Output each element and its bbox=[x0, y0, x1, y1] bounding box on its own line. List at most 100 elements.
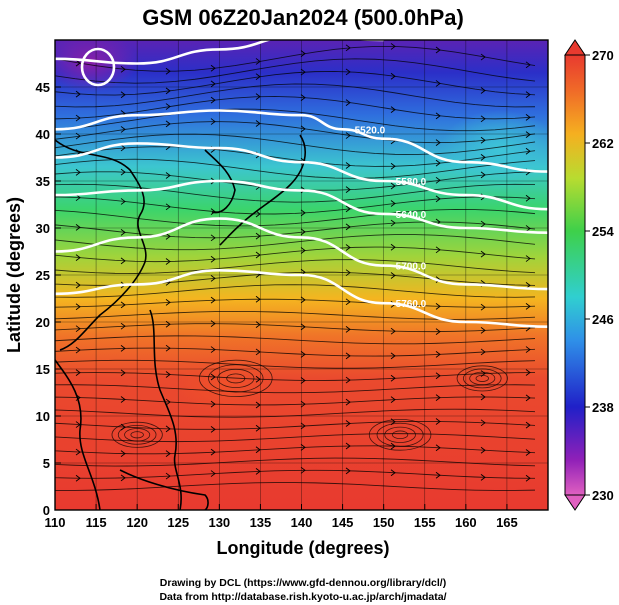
wind-arrow bbox=[210, 208, 216, 215]
wind-arrow bbox=[165, 172, 171, 179]
wind-arrow bbox=[390, 327, 396, 335]
wind-arrow bbox=[165, 425, 171, 433]
wind-arrow bbox=[210, 425, 216, 433]
y-tick-label-5: 5 bbox=[43, 456, 50, 471]
wind-arrow bbox=[75, 114, 81, 122]
wind-arrow bbox=[210, 470, 216, 477]
wind-arrow bbox=[210, 448, 216, 456]
coastline-indochina bbox=[55, 359, 101, 510]
contour-label-4: 5700.0 bbox=[396, 262, 427, 273]
wind-arrow bbox=[435, 80, 441, 87]
streamline bbox=[55, 121, 536, 144]
wind-arrow bbox=[345, 376, 351, 384]
wind-arrow bbox=[210, 234, 216, 242]
wind-arrow bbox=[345, 244, 351, 251]
wind-arrow bbox=[75, 346, 81, 354]
wind-arrow bbox=[210, 373, 216, 381]
wind-arrow bbox=[345, 68, 351, 76]
wind-arrow bbox=[210, 296, 216, 304]
wind-arrow bbox=[480, 393, 486, 401]
wind-arrow bbox=[345, 298, 351, 306]
wind-arrow bbox=[210, 255, 216, 263]
wind-arrow bbox=[165, 344, 171, 352]
wind-arrow bbox=[480, 87, 486, 94]
wind-arrow bbox=[480, 220, 486, 228]
wind-arrow bbox=[75, 168, 81, 176]
streamline bbox=[55, 396, 536, 406]
colorbar-bottom-arrow bbox=[564, 494, 586, 511]
wind-arrow bbox=[255, 321, 261, 329]
x-tick-label-165: 165 bbox=[496, 515, 518, 530]
chart-title: GSM 06Z20Jan2024 (500.0hPa) bbox=[142, 5, 464, 30]
streamline bbox=[55, 372, 536, 381]
wind-arrow bbox=[255, 348, 261, 356]
swirl-ring bbox=[469, 371, 496, 386]
wind-arrow bbox=[75, 90, 81, 98]
wind-arrow bbox=[480, 171, 486, 179]
credit-line-1: Drawing by DCL (https://www.gfd-dennou.o… bbox=[160, 577, 446, 589]
wind-arrow bbox=[300, 50, 306, 57]
wind-arrow bbox=[165, 258, 171, 265]
wind-arrow bbox=[210, 80, 216, 88]
contour-line-3 bbox=[55, 179, 548, 234]
wind-arrow bbox=[435, 471, 441, 479]
wind-arrow bbox=[345, 467, 351, 475]
wind-arrow bbox=[435, 46, 441, 54]
wind-arrow bbox=[300, 125, 306, 133]
warm-core-region bbox=[175, 355, 275, 415]
contour-label-2: 5580.0 bbox=[396, 177, 427, 188]
contour-line-1 bbox=[55, 109, 548, 173]
wind-arrow bbox=[300, 350, 306, 358]
wind-arrow bbox=[255, 295, 261, 303]
wind-arrow bbox=[345, 205, 351, 213]
wind-arrow bbox=[345, 442, 351, 450]
streamline bbox=[55, 96, 536, 120]
wind-arrow bbox=[345, 223, 351, 231]
streamline bbox=[55, 445, 536, 455]
wind-arrow bbox=[525, 131, 531, 138]
x-tick-label-110: 110 bbox=[45, 515, 66, 530]
wind-arrow bbox=[345, 269, 351, 277]
credit-line-2: Data from http://database.rish.kyoto-u.a… bbox=[159, 591, 446, 603]
wind-arrow bbox=[210, 274, 216, 282]
wind-arrow bbox=[75, 281, 81, 289]
wind-arrow bbox=[525, 474, 531, 482]
wind-arrow bbox=[435, 159, 441, 167]
x-tick-label-145: 145 bbox=[332, 515, 354, 530]
swirl-ring bbox=[208, 364, 264, 393]
streamline bbox=[55, 234, 536, 251]
wind-arrow bbox=[525, 194, 531, 202]
wind-arrow bbox=[300, 247, 306, 254]
colorbar-label-238: 238 bbox=[592, 400, 614, 415]
wind-arrow bbox=[300, 94, 306, 101]
streamline bbox=[55, 83, 536, 108]
streamline bbox=[55, 183, 536, 203]
wind-arrow bbox=[480, 303, 486, 311]
wind-arrow bbox=[525, 255, 531, 262]
streamline bbox=[55, 133, 536, 155]
plot-area: 5280.0 5520.0 5580.0 5640.0 5700.0 5760.0 bbox=[55, 40, 548, 510]
wind-arrow bbox=[435, 351, 441, 358]
wind-arrow bbox=[120, 257, 126, 265]
swirl-ring bbox=[391, 430, 409, 440]
wind-arrow bbox=[300, 466, 306, 474]
wind-arrow bbox=[390, 243, 396, 251]
wind-arrow bbox=[390, 272, 396, 279]
wind-arrow bbox=[435, 246, 441, 254]
coastline-korea bbox=[204, 149, 236, 214]
swirl-ring bbox=[462, 368, 502, 389]
wind-arrow bbox=[345, 398, 351, 406]
contour-line-5 bbox=[55, 268, 548, 328]
wind-arrow bbox=[390, 352, 396, 360]
wind-arrow bbox=[75, 369, 81, 376]
wind-arrow bbox=[75, 448, 81, 456]
x-axis-ticks: 110 115 120 125 130 135 140 145 150 155 160 165 bbox=[45, 504, 518, 530]
y-tick-label-10: 10 bbox=[36, 409, 50, 424]
wind-arrow bbox=[435, 303, 441, 310]
wind-arrow bbox=[120, 301, 126, 309]
wind-arrow bbox=[210, 64, 216, 72]
wind-arrow bbox=[525, 91, 531, 99]
swirl-ring bbox=[217, 368, 255, 388]
streamline bbox=[55, 221, 536, 239]
contour-label-5: 5760.0 bbox=[396, 299, 427, 310]
